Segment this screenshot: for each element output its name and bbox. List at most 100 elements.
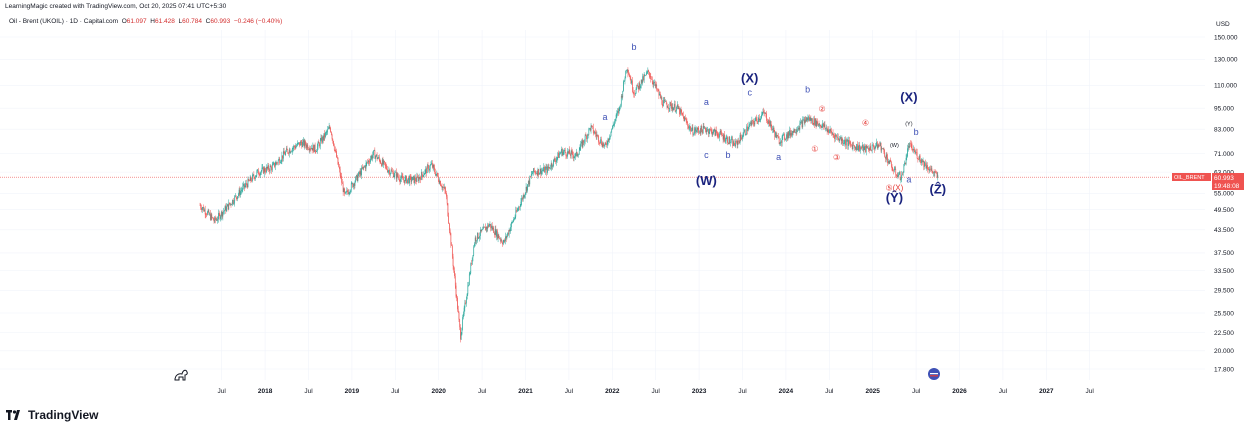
time-axis[interactable]: Jul 2018 Jul 2019 Jul 2020 Jul 2021 Jul 2022 Jul 20… (218, 388, 1095, 395)
candle-body (332, 138, 334, 141)
candle-body (912, 150, 914, 151)
candle-body (713, 129, 714, 134)
candle-body (902, 174, 903, 176)
candle-body (608, 138, 610, 141)
candle-body (353, 183, 355, 186)
candle-body (669, 102, 671, 109)
x-tick-label: 2021 (518, 388, 533, 395)
candle-body (853, 144, 855, 146)
candle-body (414, 177, 416, 183)
candle-body (354, 181, 356, 186)
candle-body (656, 84, 658, 90)
candle-body (746, 126, 748, 135)
candle-body (597, 135, 599, 136)
candle-body (682, 115, 684, 117)
price-axis[interactable]: 150.000 130.000 110.000 95.000 83.000 71.000 6… (1214, 34, 1238, 373)
candle-body (619, 106, 621, 108)
candle-body (374, 150, 376, 159)
candle-body (654, 81, 655, 83)
candle-body (248, 179, 250, 181)
candle-body (243, 183, 244, 187)
candle-body (653, 82, 655, 85)
candle-body (494, 233, 495, 235)
candle-body (626, 70, 627, 71)
candle-body (307, 144, 309, 149)
candle-body (740, 135, 742, 138)
candle-body (731, 139, 733, 140)
candle-body (203, 207, 205, 212)
candle-body (605, 143, 607, 144)
candle-body (600, 139, 601, 143)
candle-body (913, 149, 915, 152)
candle-body (230, 203, 232, 205)
candle-body (514, 216, 516, 219)
candle-body (790, 133, 792, 136)
candle-body (871, 144, 873, 151)
chart-credit: LearningMagic created with TradingView.c… (5, 3, 227, 10)
candle-body (764, 113, 766, 114)
candle-body (351, 183, 353, 184)
candle-body (418, 177, 419, 182)
wave-label: ⑤(X) (885, 183, 903, 192)
candle-body (889, 159, 891, 164)
candle-body (844, 139, 846, 143)
candle-body (887, 157, 888, 164)
candle-body (641, 79, 643, 83)
candle-body (573, 156, 575, 158)
candle-body (834, 135, 835, 139)
flag-icon[interactable] (928, 368, 940, 380)
price-tag-ticker-box (1172, 173, 1211, 181)
candle-body (789, 130, 791, 136)
candle-body (542, 170, 544, 171)
x-tick-label: Jul (218, 388, 227, 395)
candle-body (657, 89, 659, 91)
candle-body (712, 133, 714, 135)
candle-body (781, 136, 783, 143)
candle-body (503, 240, 505, 243)
candle-body (255, 175, 257, 177)
candle-body (801, 121, 803, 128)
candle-body (457, 309, 459, 313)
candle-body (584, 135, 586, 142)
candle-body (446, 196, 448, 204)
candle-body (459, 319, 461, 328)
candle-body (419, 177, 421, 178)
candle-body (723, 134, 725, 140)
candle-body (429, 168, 430, 171)
candle-body (417, 176, 419, 178)
candle-body (418, 177, 420, 182)
candle-body (454, 276, 456, 286)
price-tag-box (1212, 173, 1244, 190)
candle-body (274, 162, 275, 167)
candle-body (393, 175, 395, 178)
candle-body (931, 168, 933, 171)
candle-body (719, 131, 721, 135)
candle-body (906, 156, 908, 159)
candle-body (333, 140, 334, 146)
candle-body (315, 151, 317, 153)
wave-label: a (906, 174, 911, 184)
candle-body (359, 172, 360, 175)
candle-body (250, 176, 252, 181)
candle-body (828, 129, 829, 134)
candle-body (782, 134, 784, 137)
candle-body (699, 131, 701, 134)
dino-icon[interactable] (174, 369, 188, 381)
candle-body (848, 140, 849, 146)
candle-body (385, 165, 387, 166)
candle-body (859, 147, 861, 151)
candle-body (340, 175, 342, 177)
candle-body (798, 127, 799, 130)
candle-body (548, 167, 550, 169)
tradingview-logo[interactable]: TradingView (6, 408, 98, 422)
candle-body (435, 172, 436, 176)
candle-body (208, 210, 210, 215)
x-tick-label: Jul (999, 388, 1008, 395)
candle-body (324, 133, 326, 138)
candle-body (716, 133, 718, 134)
candle-body (288, 152, 289, 154)
candle-body (501, 240, 503, 243)
candle-body (774, 131, 776, 137)
